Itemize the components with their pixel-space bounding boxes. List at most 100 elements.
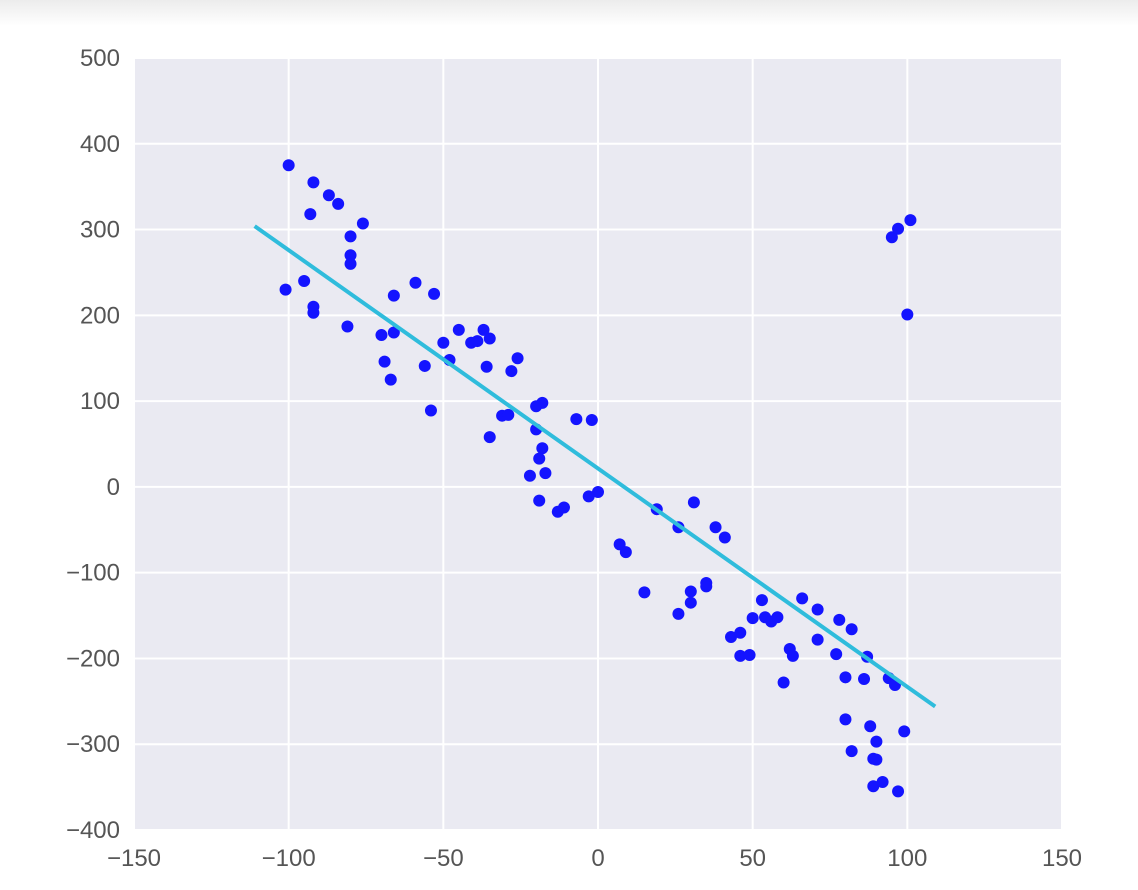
data-point [483,332,496,345]
data-point [551,505,564,518]
x-tick-label: −150 [107,845,161,872]
data-point [585,413,598,426]
data-point [304,208,317,221]
data-point [746,612,759,625]
data-point [480,360,493,373]
y-tick-label: 0 [107,474,120,501]
data-point [592,486,604,499]
data-point [424,404,437,417]
data-point [322,189,335,202]
data-point [387,289,400,302]
data-point [885,231,898,244]
data-point [452,323,465,336]
y-tick-label: 400 [80,131,120,158]
data-point [839,671,852,684]
data-point [687,496,700,509]
x-tick-label: 50 [739,845,766,872]
y-tick-label: −300 [66,731,120,758]
data-point [378,355,391,368]
data-point [341,320,354,333]
data-point [570,413,583,426]
data-point [298,275,311,288]
data-point [533,494,546,507]
x-tick-label: 150 [1042,845,1082,872]
data-point [734,626,747,639]
data-point [344,249,357,262]
data-point [523,469,536,482]
data-point [898,725,911,738]
data-point [684,596,697,609]
y-tick-label: 200 [80,302,120,329]
data-point [839,713,852,726]
data-point [511,352,524,365]
data-point [833,613,846,626]
data-point [375,329,388,342]
data-point [892,222,905,235]
data-point [471,335,484,348]
data-point [582,490,595,503]
data-point [811,633,824,646]
y-tick-label: −100 [66,560,120,587]
data-point [845,745,858,758]
x-tick-label: 0 [591,845,604,872]
data-point [864,720,877,733]
data-point [409,276,422,289]
data-point [755,594,768,607]
data-point [332,197,345,210]
data-point [483,431,496,444]
data-point [725,631,738,643]
data-point [858,673,871,686]
data-point [307,176,320,189]
data-point [428,287,441,300]
data-point [307,306,320,319]
data-point [356,217,369,230]
data-point [777,676,790,689]
data-point [867,780,880,793]
data-point [282,159,295,172]
data-point [539,467,552,480]
data-point [418,359,431,372]
data-point [901,308,914,321]
y-tick-label: −200 [66,645,120,672]
regression-line [253,224,937,709]
data-point [771,611,784,624]
window-top-shade [0,0,1138,26]
data-point [709,521,722,534]
data-point [638,586,651,599]
data-point [718,531,731,544]
data-point [734,649,747,662]
x-tick-label: −100 [262,845,316,872]
data-point [387,326,400,339]
data-point [279,283,292,296]
data-point [505,365,518,378]
data-point [437,336,450,349]
data-point [870,735,883,748]
data-point [533,452,546,465]
data-point [845,623,858,636]
data-point [619,546,632,559]
data-point [876,775,889,788]
data-points [279,159,917,798]
y-tick-label: −400 [66,817,120,844]
data-point [672,607,685,620]
data-point [536,442,549,455]
data-point [811,603,824,616]
y-tick-label: 100 [80,388,120,415]
data-point [786,649,799,662]
data-point [743,649,756,662]
data-point [830,648,843,661]
x-tick-labels: −150 −100 −50 0 50 100 150 [107,845,1082,872]
y-tick-label: 500 [80,45,120,72]
data-point [344,230,357,243]
data-point [344,257,357,270]
x-tick-label: 100 [887,845,927,872]
data-point [700,580,713,593]
data-point [502,408,515,421]
data-point [477,323,490,336]
data-point [870,753,883,766]
data-point [384,373,397,386]
data-point [684,585,697,598]
y-tick-labels: −400 −300 −200 −100 0 100 200 300 400 500 [66,45,120,844]
x-tick-label: −50 [423,845,464,872]
